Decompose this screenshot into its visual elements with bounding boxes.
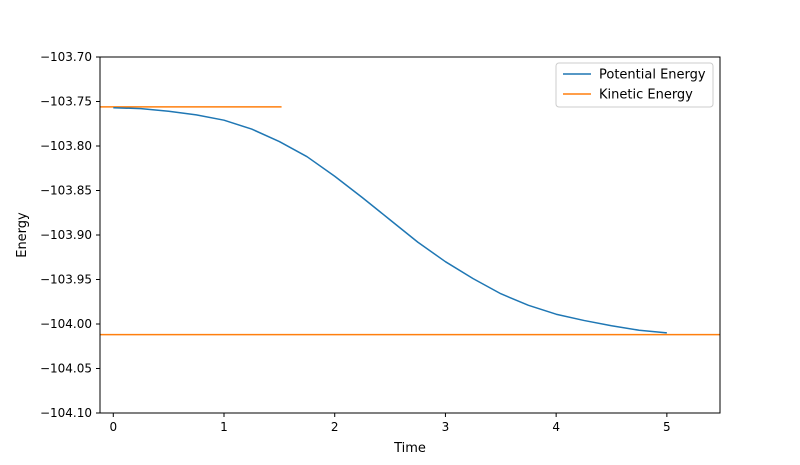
y-tick-label: −103.90 [40, 228, 92, 242]
y-axis-label: Energy [15, 212, 30, 258]
y-tick-label: −104.05 [40, 362, 92, 376]
x-tick-label: 0 [109, 420, 117, 434]
y-tick-label: −104.00 [40, 317, 92, 331]
y-tick-label: −103.70 [40, 50, 92, 64]
legend-label-kinetic: Kinetic Energy [599, 88, 693, 103]
y-tick-label: −103.75 [40, 95, 92, 109]
y-tick-label: −104.10 [40, 406, 92, 420]
x-tick-label: 4 [552, 420, 560, 434]
plot-layer [100, 106, 720, 336]
legend: Potential Energy Kinetic Energy [555, 62, 714, 108]
x-tick-label: 3 [442, 420, 450, 434]
x-tick-label: 5 [663, 420, 671, 434]
legend-box [555, 62, 714, 108]
x-tick-label: 2 [331, 420, 339, 434]
x-axis-label: Time [393, 441, 426, 456]
legend-label-potential: Potential Energy [599, 68, 706, 83]
potential-energy-line [113, 106, 667, 334]
y-tick-label: −103.95 [40, 273, 92, 287]
y-tick-label: −103.80 [40, 139, 92, 153]
tick-layer: 0 1 2 3 4 5 −103.70 −103.75 −103.80 −103.85 −103.9… [40, 50, 671, 434]
y-tick-label: −103.85 [40, 184, 92, 198]
x-tick-label: 1 [220, 420, 228, 434]
